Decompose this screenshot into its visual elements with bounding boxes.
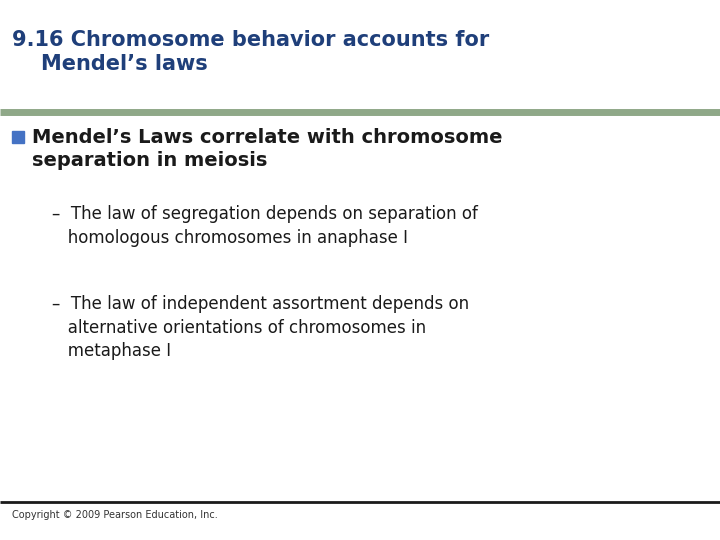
Text: Copyright © 2009 Pearson Education, Inc.: Copyright © 2009 Pearson Education, Inc.	[12, 510, 217, 520]
Bar	[12, 131, 24, 143]
Text: Mendel’s Laws correlate with chromosome
separation in meiosis: Mendel’s Laws correlate with chromosome …	[32, 128, 503, 171]
Text: –  The law of independent assortment depends on
   alternative orientations of c: – The law of independent assortment depe…	[52, 295, 469, 360]
Text: –  The law of segregation depends on separation of
   homologous chromosomes in : – The law of segregation depends on sepa…	[52, 205, 478, 247]
Text: 9.16 Chromosome behavior accounts for
    Mendel’s laws: 9.16 Chromosome behavior accounts for Me…	[12, 30, 490, 74]
